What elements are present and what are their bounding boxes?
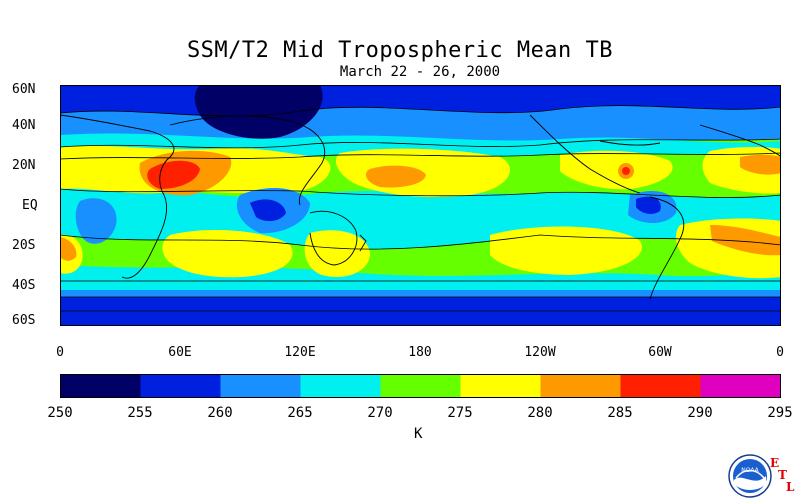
colorbar-swatch — [220, 374, 301, 398]
colorbar-tick-label: 265 — [287, 405, 313, 421]
colorbar-tick-label: 260 — [207, 405, 233, 421]
lat-label-40s: 40S — [12, 278, 36, 293]
lat-label-20s: 20S — [12, 238, 36, 253]
lat-label-eq: EQ — [22, 198, 38, 213]
colorbar-swatch — [140, 374, 221, 398]
lon-label-60w: 60W — [648, 345, 672, 360]
colorbar-swatch — [460, 374, 541, 398]
lat-label-60s: 60S — [12, 313, 36, 328]
colorbar-swatch — [620, 374, 701, 398]
lon-label-120w: 120W — [524, 345, 556, 360]
logo-letter-l: L — [786, 480, 795, 494]
colorbar-tick-label: 290 — [687, 405, 713, 421]
colorbar-tick-label: 280 — [527, 405, 553, 421]
map-subtitle: March 22 - 26, 2000 — [339, 64, 501, 80]
lat-label-20n: 20N — [12, 158, 36, 173]
logo-letter-t: T — [778, 468, 787, 482]
lon-label-60e: 60E — [168, 345, 192, 360]
colorbar-tick-label: 270 — [367, 405, 393, 421]
colorbar-unit-label: K — [414, 426, 423, 442]
colorbar-tick-label: 255 — [127, 405, 153, 421]
colorbar-swatch — [380, 374, 461, 398]
colorbar-tick-label: 295 — [767, 405, 793, 421]
colorbar-swatch — [300, 374, 381, 398]
lon-label-120e: 120E — [284, 345, 316, 360]
lon-label-0: 0 — [56, 345, 64, 360]
logo-letter-e: E — [770, 456, 780, 470]
lon-label-180: 180 — [408, 345, 432, 360]
colorbar-swatch — [700, 374, 781, 398]
noaa-logo-icon: NOAA — [728, 454, 772, 498]
colorbar-tick-label: 250 — [47, 405, 73, 421]
colorbar-swatch — [540, 374, 621, 398]
lat-label-60n: 60N — [12, 82, 36, 97]
map-title: SSM/T2 Mid Tropospheric Mean TB — [186, 38, 614, 63]
lat-label-40n: 40N — [12, 118, 36, 133]
colorbar-tick-label: 285 — [607, 405, 633, 421]
logo-text: NOAA — [741, 467, 759, 474]
colorbar-swatch — [60, 374, 141, 398]
colorbar — [60, 374, 781, 398]
colorbar-tick-label: 275 — [447, 405, 473, 421]
lon-label-0-end: 0 — [776, 345, 784, 360]
brightness-temperature-map — [60, 85, 781, 326]
